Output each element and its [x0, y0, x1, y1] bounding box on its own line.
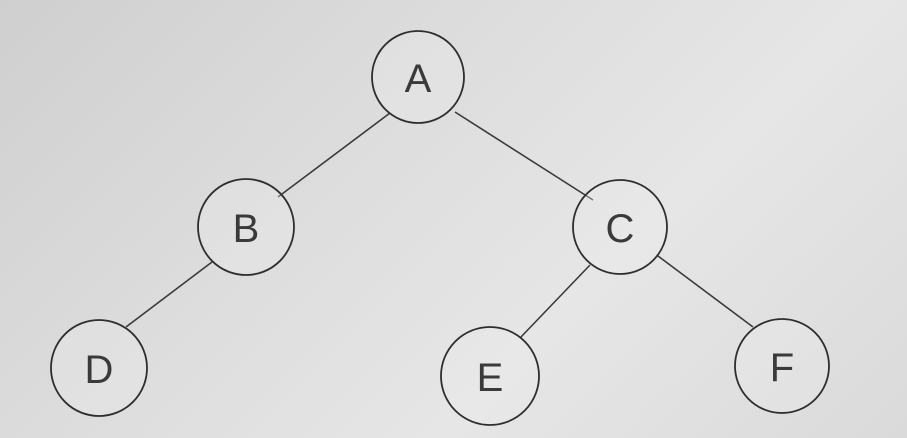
edge-c-e: [519, 264, 591, 339]
node-c: C: [572, 179, 668, 275]
node-d-circle: [50, 319, 148, 417]
node-a-label: A: [405, 57, 432, 101]
node-b-circle: [197, 178, 295, 276]
node-f: F: [734, 318, 830, 414]
node-d: D: [50, 319, 148, 417]
node-b-label: B: [233, 207, 260, 251]
node-a: A: [371, 30, 465, 124]
node-e-circle: [440, 326, 540, 426]
edge-a-c: [454, 111, 594, 201]
edge-b-d: [125, 261, 213, 328]
node-e: E: [440, 326, 540, 426]
node-b: B: [197, 178, 295, 276]
node-f-circle: [734, 318, 830, 414]
node-a-circle: [371, 30, 465, 124]
node-c-circle: [572, 179, 668, 275]
edge-c-f: [657, 255, 754, 328]
node-e-label: E: [477, 356, 504, 400]
node-c-label: C: [606, 207, 635, 251]
edge-a-b: [277, 112, 391, 198]
node-d-label: D: [85, 348, 114, 392]
node-f-label: F: [770, 346, 794, 390]
